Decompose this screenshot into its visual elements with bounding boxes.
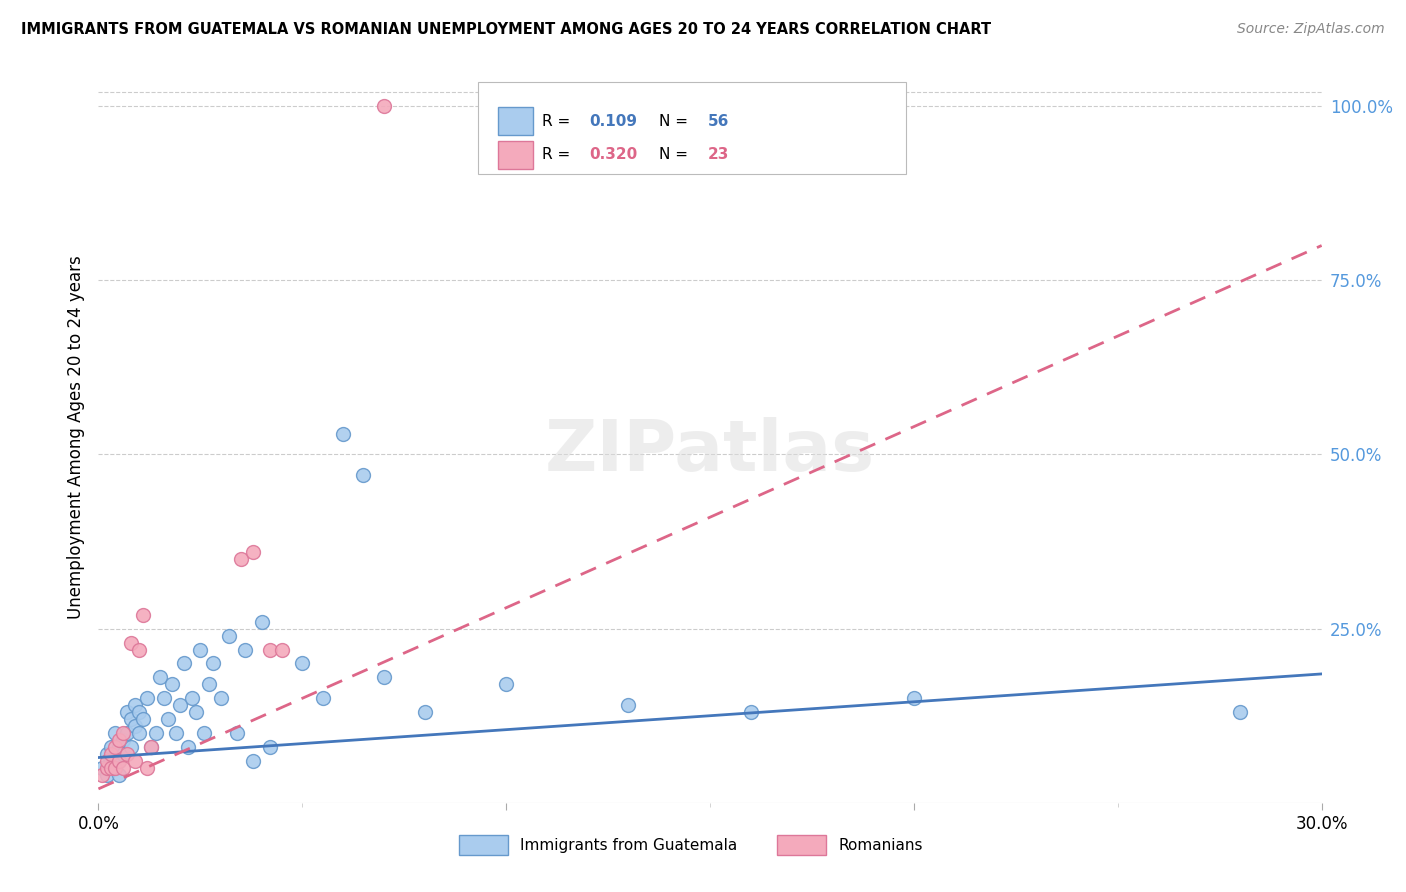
- Point: [141, 740, 163, 755]
- Text: Immigrants from Guatemala: Immigrants from Guatemala: [520, 838, 738, 853]
- Point: [231, 552, 253, 566]
- Point: [115, 726, 138, 740]
- Point: [173, 657, 195, 671]
- Point: [115, 705, 138, 719]
- Point: [111, 726, 134, 740]
- FancyBboxPatch shape: [460, 835, 508, 855]
- Point: [188, 642, 212, 657]
- Point: [108, 754, 131, 768]
- Point: [149, 670, 172, 684]
- Point: [96, 761, 118, 775]
- Point: [193, 726, 215, 740]
- Point: [111, 733, 134, 747]
- Point: [160, 677, 183, 691]
- Point: [209, 691, 232, 706]
- Point: [115, 747, 138, 761]
- Point: [100, 747, 122, 761]
- Point: [156, 712, 179, 726]
- Point: [201, 657, 224, 671]
- Point: [413, 705, 436, 719]
- Point: [259, 642, 281, 657]
- Point: [495, 677, 517, 691]
- Point: [128, 705, 150, 719]
- Point: [132, 712, 155, 726]
- Text: 23: 23: [707, 147, 728, 162]
- Point: [100, 754, 122, 768]
- Point: [111, 761, 134, 775]
- Point: [152, 691, 174, 706]
- Point: [96, 754, 118, 768]
- Point: [124, 719, 146, 733]
- Point: [136, 761, 159, 775]
- Point: [91, 761, 114, 775]
- Point: [136, 691, 159, 706]
- Point: [108, 740, 131, 755]
- Point: [165, 726, 187, 740]
- Point: [242, 754, 264, 768]
- Point: [740, 705, 762, 719]
- Point: [104, 740, 127, 755]
- Point: [1229, 705, 1251, 719]
- Point: [100, 740, 122, 755]
- Point: [169, 698, 191, 713]
- Text: N =: N =: [658, 114, 693, 128]
- Text: 56: 56: [707, 114, 728, 128]
- Point: [128, 642, 150, 657]
- Point: [120, 740, 142, 755]
- Point: [104, 761, 127, 775]
- Point: [259, 740, 281, 755]
- Text: R =: R =: [543, 147, 575, 162]
- Point: [120, 712, 142, 726]
- Point: [124, 698, 146, 713]
- Point: [332, 426, 354, 441]
- Point: [111, 747, 134, 761]
- Point: [186, 705, 208, 719]
- Point: [91, 768, 114, 782]
- Point: [108, 768, 131, 782]
- Text: 0.320: 0.320: [589, 147, 637, 162]
- Text: R =: R =: [543, 114, 575, 128]
- Point: [181, 691, 204, 706]
- Point: [312, 691, 335, 706]
- Point: [177, 740, 200, 755]
- Text: Romanians: Romanians: [838, 838, 922, 853]
- FancyBboxPatch shape: [478, 82, 905, 174]
- Point: [141, 740, 163, 755]
- Point: [108, 754, 131, 768]
- Point: [197, 677, 219, 691]
- Point: [250, 615, 273, 629]
- Point: [373, 99, 395, 113]
- Text: ZIPatlas: ZIPatlas: [546, 417, 875, 486]
- Point: [108, 733, 131, 747]
- Point: [100, 761, 122, 775]
- Point: [373, 670, 395, 684]
- Point: [132, 607, 155, 622]
- Point: [104, 761, 127, 775]
- Point: [145, 726, 167, 740]
- Point: [291, 657, 314, 671]
- Point: [617, 698, 640, 713]
- Point: [352, 468, 374, 483]
- Point: [96, 747, 118, 761]
- Point: [226, 726, 249, 740]
- Point: [233, 642, 256, 657]
- Text: 0.109: 0.109: [589, 114, 637, 128]
- Point: [104, 726, 127, 740]
- Point: [903, 691, 925, 706]
- Text: Source: ZipAtlas.com: Source: ZipAtlas.com: [1237, 22, 1385, 37]
- Point: [242, 545, 264, 559]
- Point: [128, 726, 150, 740]
- Point: [270, 642, 294, 657]
- Point: [96, 768, 118, 782]
- FancyBboxPatch shape: [498, 107, 533, 136]
- Point: [124, 754, 146, 768]
- Point: [120, 635, 142, 649]
- Point: [218, 629, 240, 643]
- Text: N =: N =: [658, 147, 693, 162]
- Y-axis label: Unemployment Among Ages 20 to 24 years: Unemployment Among Ages 20 to 24 years: [66, 255, 84, 619]
- FancyBboxPatch shape: [498, 141, 533, 169]
- Text: IMMIGRANTS FROM GUATEMALA VS ROMANIAN UNEMPLOYMENT AMONG AGES 20 TO 24 YEARS COR: IMMIGRANTS FROM GUATEMALA VS ROMANIAN UN…: [21, 22, 991, 37]
- FancyBboxPatch shape: [778, 835, 827, 855]
